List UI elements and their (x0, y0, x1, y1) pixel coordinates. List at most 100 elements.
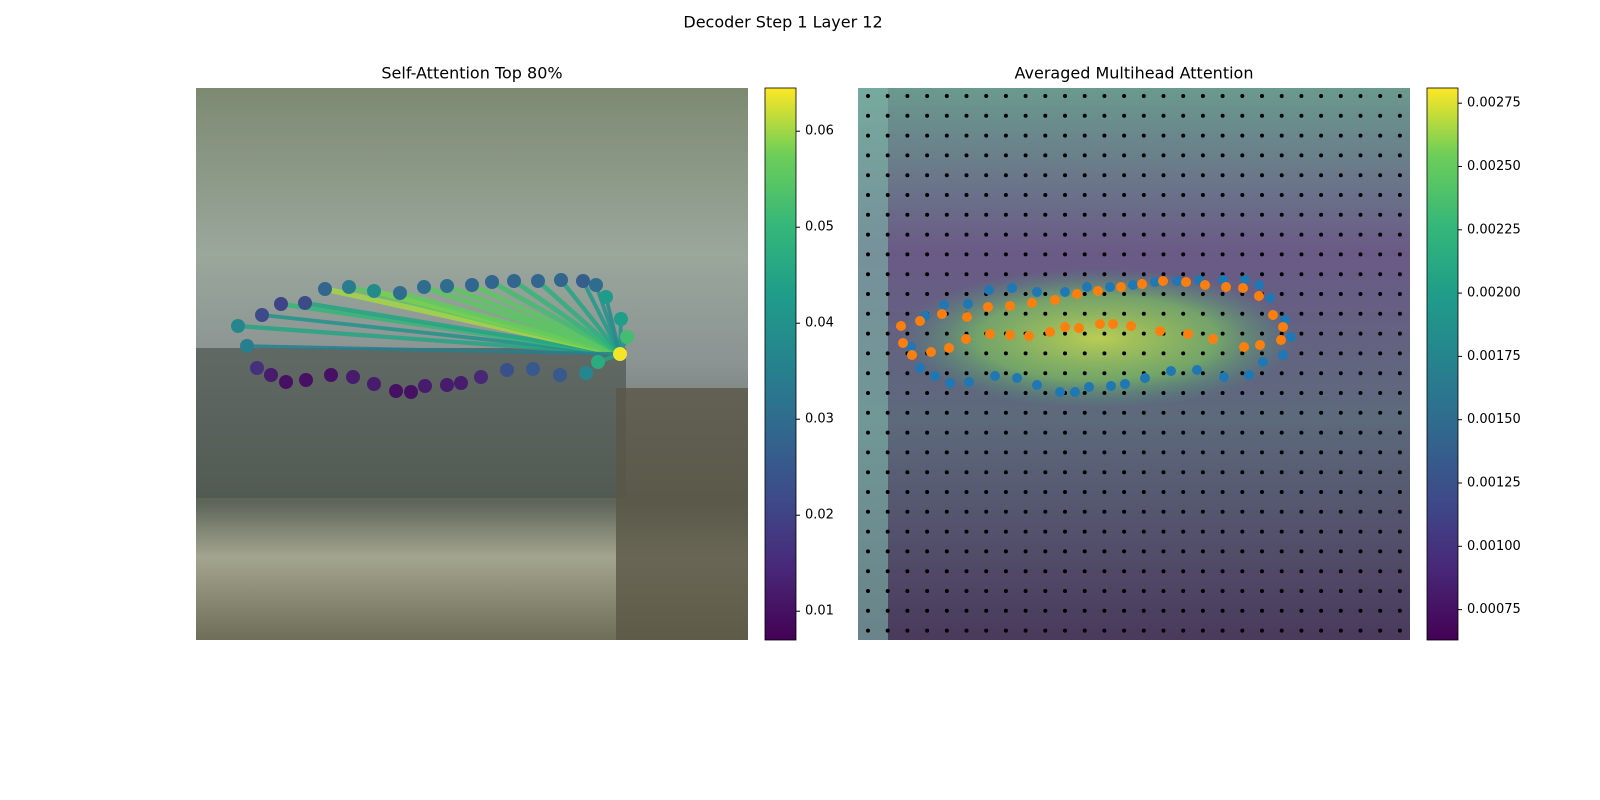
grid-dot (1161, 628, 1166, 633)
grid-dot (885, 193, 890, 197)
point (1032, 287, 1042, 297)
grid-dot (944, 490, 949, 494)
grid-dot (1319, 311, 1324, 316)
grid-dot (1299, 430, 1304, 435)
grid-dot (984, 272, 989, 277)
grid-dot (1063, 430, 1067, 435)
grid-dot (885, 608, 890, 613)
grid-dot (1397, 351, 1402, 356)
grid-dot (1082, 529, 1087, 534)
grid-dot (1220, 529, 1225, 534)
grid-dot (925, 232, 930, 237)
grid-dot (1220, 549, 1225, 554)
grid-dot (1023, 153, 1028, 158)
grid-dot (1003, 94, 1008, 98)
grid-dot (1063, 628, 1067, 633)
grid-dot (984, 410, 989, 415)
point (1239, 342, 1249, 352)
grid-dot (1043, 351, 1048, 356)
grid-dot (866, 351, 870, 356)
grid-dot (1023, 509, 1028, 514)
grid-dot (925, 589, 930, 593)
grid-dot (1181, 153, 1186, 158)
grid-dot (1358, 212, 1363, 217)
grid-dot (866, 450, 870, 455)
grid-dot (1338, 509, 1343, 514)
point (1032, 380, 1042, 390)
grid-dot (1043, 549, 1048, 554)
grid-dot (1220, 153, 1225, 158)
grid-dot (1102, 470, 1107, 475)
grid-dot (1279, 410, 1284, 415)
point (1005, 301, 1015, 311)
grid-dot (1299, 569, 1304, 574)
grid-dot (866, 272, 870, 277)
grid-dot (905, 272, 910, 277)
grid-dot (1200, 430, 1205, 435)
grid-dot (1279, 232, 1284, 237)
grid-dot (1122, 193, 1127, 197)
grid-dot (1338, 608, 1343, 613)
point (926, 347, 936, 357)
grid-dot (1260, 173, 1264, 178)
grid-dot (905, 193, 910, 197)
point (1027, 298, 1037, 308)
colorbar-tick-label: 0.00250 (1467, 159, 1521, 174)
grid-dot (1319, 232, 1324, 237)
grid-dot (1279, 153, 1284, 158)
point (1276, 335, 1286, 345)
grid-dot (1181, 173, 1186, 178)
grid-dot (1220, 450, 1225, 455)
grid-dot (1082, 549, 1087, 554)
grid-dot (1319, 133, 1324, 138)
grid-dot (1240, 193, 1245, 197)
grid-dot (885, 133, 890, 138)
grid-dot (1122, 470, 1127, 475)
grid-dot (1043, 173, 1048, 178)
grid-dot (1220, 628, 1225, 633)
grid-dot (1299, 628, 1304, 633)
grid-dot (1319, 331, 1324, 336)
grid-dot (1102, 193, 1107, 197)
grid-dot (1299, 509, 1304, 514)
grid-dot (1102, 509, 1107, 514)
grid-dot (885, 529, 890, 534)
grid-dot (1319, 549, 1324, 554)
grid-dot (1279, 252, 1284, 257)
grid-dot (1397, 311, 1402, 316)
grid-dot (1003, 430, 1008, 435)
grid-dot (1358, 509, 1363, 514)
grid-dot (1299, 549, 1304, 554)
grid-dot (1319, 351, 1324, 356)
grid-dot (1122, 311, 1127, 316)
point (614, 312, 628, 326)
grid-dot (905, 232, 910, 237)
grid-dot (1220, 252, 1225, 257)
point (576, 274, 590, 288)
grid-dot (885, 153, 890, 158)
grid-dot (1082, 410, 1087, 415)
point (240, 339, 254, 353)
grid-dot (1161, 94, 1166, 98)
grid-dot (885, 272, 890, 277)
grid-dot (984, 232, 989, 237)
grid-dot (925, 509, 930, 514)
grid-dot (885, 371, 890, 376)
grid-dot (1240, 113, 1245, 118)
grid-dot (1260, 153, 1264, 158)
grid-dot (1279, 371, 1284, 376)
grid-dot (1023, 569, 1028, 574)
grid-dot (1122, 430, 1127, 435)
point (1219, 372, 1229, 382)
grid-dot (1141, 549, 1146, 554)
grid-dot (885, 252, 890, 257)
grid-dot (984, 589, 989, 593)
grid-dot (1122, 509, 1127, 514)
grid-dot (925, 608, 930, 613)
point (1095, 319, 1105, 329)
point (1024, 331, 1034, 341)
grid-dot (1358, 549, 1363, 554)
grid-dot (1319, 589, 1324, 593)
grid-dot (944, 529, 949, 534)
grid-dot (964, 589, 969, 593)
